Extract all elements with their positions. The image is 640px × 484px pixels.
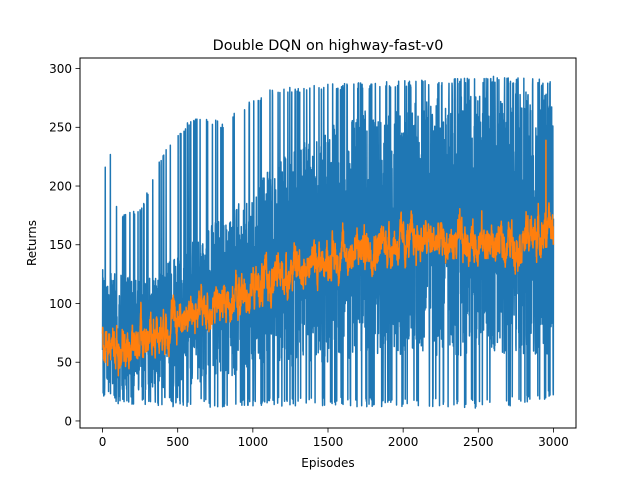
x-tick-label: 500 [166,435,189,449]
y-tick-label: 0 [64,414,72,428]
x-tick-label: 1500 [313,435,344,449]
y-tick-label: 150 [49,238,72,252]
x-tick-label: 1000 [238,435,269,449]
y-tick-label: 100 [49,297,72,311]
series-smoothed-line [101,139,555,377]
y-tick-label: 250 [49,121,72,135]
plot-lines [101,75,555,409]
chart-title: Double DQN on highway-fast-v0 [213,38,444,54]
y-tick-label: 300 [49,62,72,76]
y-axis: 0 50 100 150 200 250 300 [49,62,80,428]
y-axis-label: Returns [25,220,39,266]
y-tick-label: 50 [57,356,72,370]
x-axis: 0 500 1000 1500 2000 2500 3000 [99,428,569,449]
series-returns-line [101,75,555,409]
x-tick-label: 3000 [538,435,569,449]
x-axis-label: Episodes [301,456,354,470]
y-tick-label: 200 [49,179,72,193]
x-tick-label: 0 [99,435,107,449]
x-tick-label: 2000 [388,435,419,449]
x-tick-label: 2500 [463,435,494,449]
